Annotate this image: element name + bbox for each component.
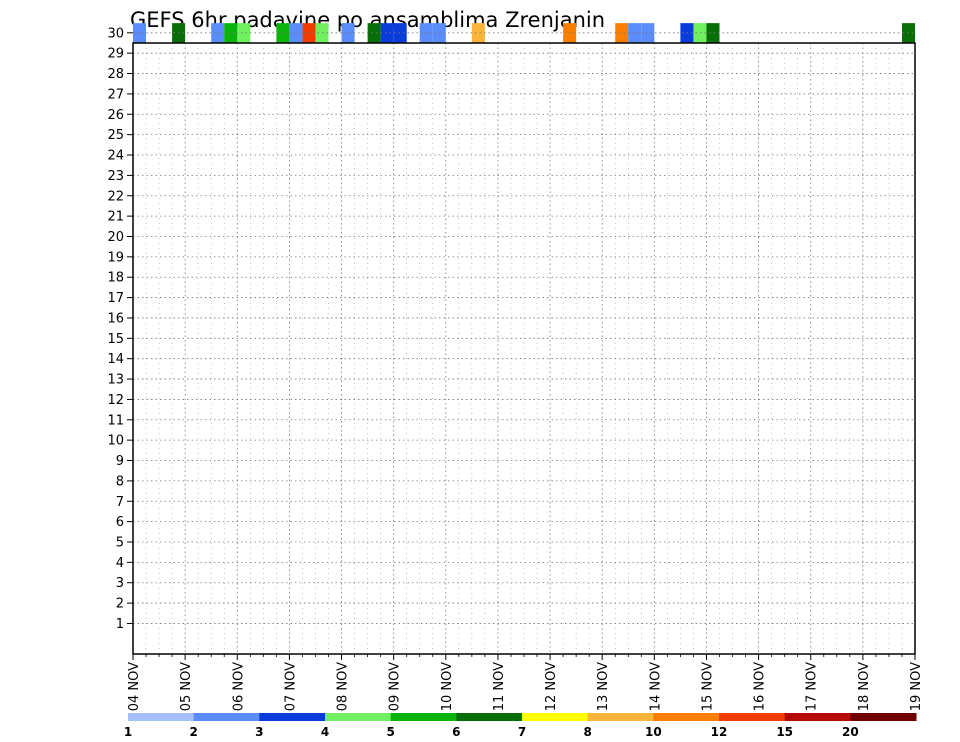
x-tick-label: 15 NOV [700, 662, 715, 711]
y-tick-label: 7 [116, 495, 124, 510]
legend-swatch [719, 713, 786, 721]
y-tick-label: 26 [107, 108, 124, 123]
x-tick-label: 06 NOV [231, 662, 246, 711]
heatmap-cell [615, 23, 629, 43]
y-tick-label: 25 [107, 128, 124, 143]
legend-label: 4 [321, 725, 329, 739]
x-tick-label: 10 NOV [440, 662, 455, 711]
heatmap-cell [237, 23, 251, 43]
legend-label: 2 [189, 725, 197, 739]
y-tick-label: 28 [107, 67, 124, 82]
y-tick-label: 9 [116, 454, 124, 469]
heatmap-cell [133, 23, 147, 43]
grid-lines [133, 32, 915, 654]
legend-swatch [259, 713, 326, 721]
x-tick-label: 14 NOV [648, 662, 663, 711]
legend-label: 20 [842, 725, 859, 739]
x-tick-label: 09 NOV [388, 662, 403, 711]
x-tick-label: 19 NOV [909, 662, 924, 711]
chart-title: GEFS 6hr padavine po ansamblima Zrenjani… [130, 8, 605, 32]
heatmap-cell [380, 23, 394, 43]
y-tick-label: 30 [107, 26, 124, 41]
x-tick-label: 12 NOV [544, 662, 559, 711]
legend-label: 8 [583, 725, 591, 739]
y-tick-label: 10 [107, 434, 124, 449]
legend-label: 12 [711, 725, 728, 739]
y-tick-label: 15 [107, 332, 124, 347]
x-tick-label: 08 NOV [336, 662, 351, 711]
y-tick-label: 20 [107, 230, 124, 245]
y-tick-label: 23 [107, 169, 124, 184]
y-tick-label: 17 [107, 291, 124, 306]
legend-swatch [850, 713, 917, 721]
y-tick-label: 4 [116, 556, 124, 571]
y-tick-label: 24 [107, 149, 124, 164]
heatmap-cell [471, 23, 485, 43]
x-tick-label: 17 NOV [805, 662, 820, 711]
x-axis-ticks: 04 NOV 05 NOV 06 NOV 07 NOV 08 NOV 09 NOV 10 N… [127, 654, 924, 711]
heatmap-cell [224, 23, 238, 43]
color-legend: 1 2 3 4 5 6 7 8 10 12 15 20 [124, 713, 917, 739]
y-tick-label: 3 [116, 576, 124, 591]
legend-swatch [653, 713, 720, 721]
legend-label: 15 [776, 725, 793, 739]
legend-swatch [784, 713, 851, 721]
heatmap-cell [315, 23, 329, 43]
legend-label: 7 [518, 725, 526, 739]
y-tick-label: 13 [107, 373, 124, 388]
heatmap-cells [133, 23, 915, 43]
y-tick-label: 19 [107, 250, 124, 265]
x-tick-label: 13 NOV [596, 662, 611, 711]
y-tick-label: 14 [107, 352, 124, 367]
legend-swatch [522, 713, 589, 721]
legend-swatch [193, 713, 260, 721]
y-tick-label: 5 [116, 535, 124, 550]
heatmap-cell [628, 23, 642, 43]
legend-swatch [325, 713, 392, 721]
y-tick-label: 6 [116, 515, 124, 530]
y-tick-label: 29 [107, 47, 124, 62]
heatmap-cell [367, 23, 381, 43]
legend-label: 6 [452, 725, 460, 739]
legend-swatch [128, 713, 195, 721]
heatmap-cell [211, 23, 225, 43]
y-axis-ticks: 1234567891011121314151617181920212223242… [107, 26, 133, 632]
plot-frame [132, 42, 916, 655]
y-tick-label: 18 [107, 271, 124, 286]
legend-label: 3 [255, 725, 263, 739]
x-tick-label: 05 NOV [179, 662, 194, 711]
y-tick-label: 27 [107, 87, 124, 102]
x-tick-label: 18 NOV [857, 662, 872, 711]
y-tick-label: 12 [107, 393, 124, 408]
x-tick-label: 04 NOV [127, 662, 142, 711]
heatmap-cell [641, 23, 655, 43]
legend-swatch [390, 713, 457, 721]
legend-label: 10 [645, 725, 662, 739]
y-tick-label: 21 [107, 210, 124, 225]
heatmap-cell [393, 23, 407, 43]
heatmap-cell [706, 23, 720, 43]
heatmap-cell [693, 23, 707, 43]
y-tick-label: 2 [116, 597, 124, 612]
legend-label: 1 [124, 725, 132, 739]
y-tick-label: 16 [107, 311, 124, 326]
x-tick-label: 11 NOV [492, 662, 507, 711]
y-tick-label: 1 [116, 617, 124, 632]
heatmap-cell [341, 23, 355, 43]
legend-swatch [456, 713, 523, 721]
x-tick-label: 07 NOV [283, 662, 298, 711]
y-tick-label: 8 [116, 474, 124, 489]
x-tick-label: 16 NOV [753, 662, 768, 711]
y-tick-label: 22 [107, 189, 124, 204]
y-tick-label: 11 [107, 413, 124, 428]
legend-swatch [587, 713, 654, 721]
legend-label: 5 [386, 725, 394, 739]
